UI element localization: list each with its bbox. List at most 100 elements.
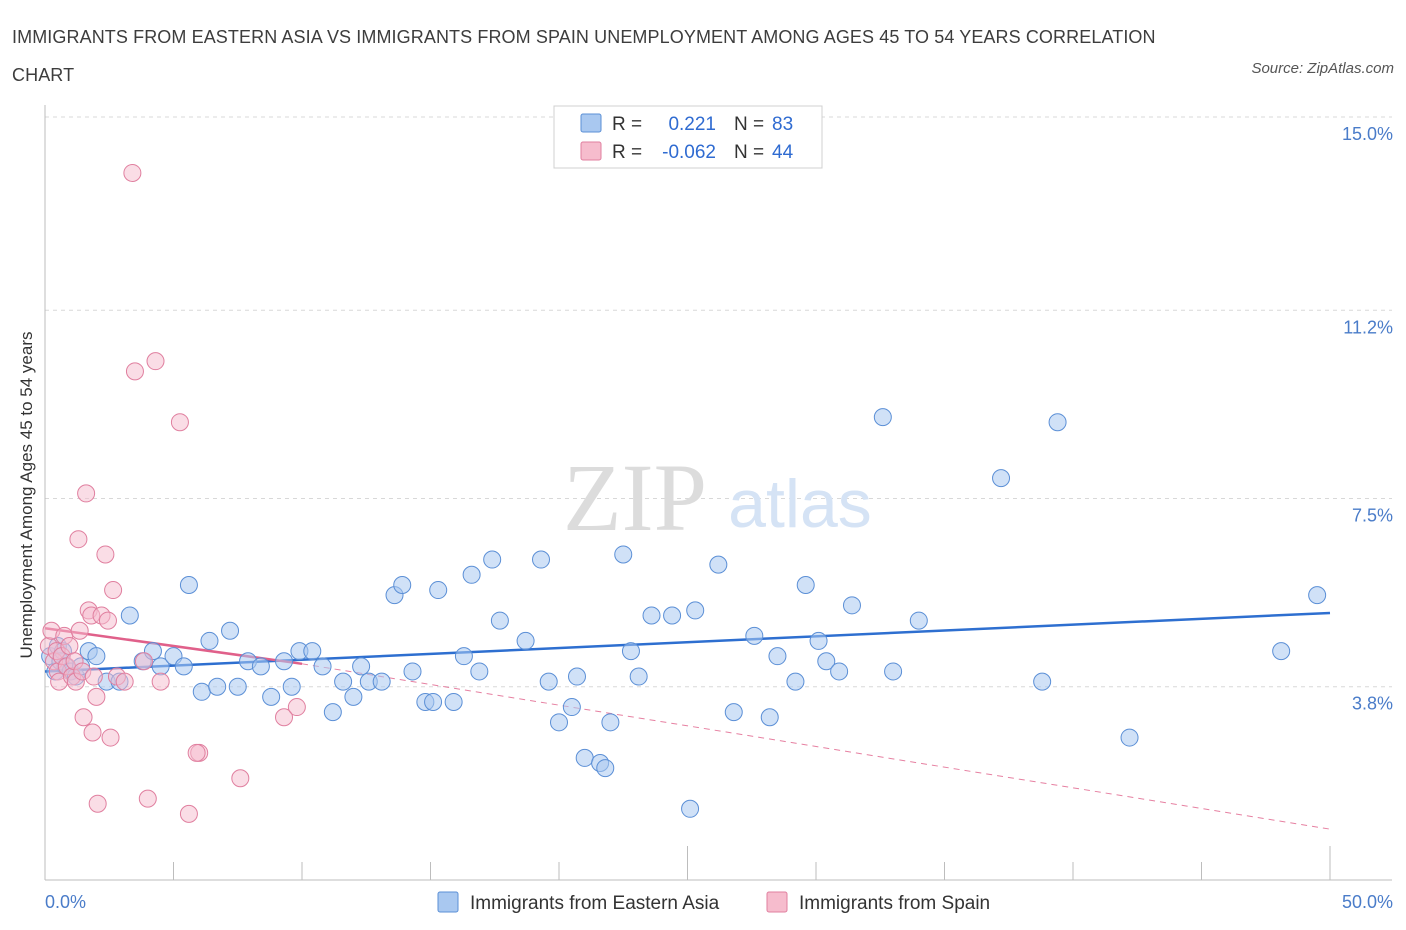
point-eastern-asia: [562, 698, 581, 717]
point-eastern-asia: [221, 621, 240, 640]
legend-n-value-2: 44: [772, 142, 794, 163]
point-eastern-asia: [174, 657, 193, 676]
point-eastern-asia: [251, 657, 270, 676]
legend-swatch-pink: [580, 141, 602, 161]
legend-r-value-1: 0.221: [668, 114, 716, 135]
point-spain: [123, 163, 142, 182]
point-spain: [60, 637, 79, 656]
point-spain: [138, 789, 157, 808]
x-tick-label-max: 50.0%: [1342, 892, 1393, 912]
point-eastern-asia: [686, 601, 705, 620]
bottom-legend-label-blue: Immigrants from Eastern Asia: [470, 893, 720, 914]
legend-n-label-1: N =: [734, 114, 764, 135]
point-eastern-asia: [1120, 728, 1139, 747]
point-eastern-asia: [909, 611, 928, 630]
point-eastern-asia: [884, 662, 903, 681]
point-eastern-asia: [208, 677, 227, 696]
x-tick-label-min: 0.0%: [45, 892, 86, 912]
tick-labels: 3.8% 7.5% 11.2% 15.0% 0.0% 50.0%: [45, 124, 1393, 912]
point-eastern-asia: [539, 672, 558, 691]
point-eastern-asia: [663, 606, 682, 625]
point-spain: [187, 743, 206, 762]
point-spain: [170, 413, 189, 432]
y-tick-label: 7.5%: [1352, 506, 1393, 526]
point-eastern-asia: [429, 581, 448, 600]
point-eastern-asia: [745, 626, 764, 645]
point-eastern-asia: [454, 647, 473, 666]
y-tick-label: 11.2%: [1343, 317, 1393, 337]
point-eastern-asia: [323, 703, 342, 722]
trend-line-eastern-asia: [44, 611, 1331, 673]
point-eastern-asia: [444, 692, 463, 711]
point-spain: [77, 484, 96, 503]
legend-swatch-blue: [580, 113, 602, 133]
point-eastern-asia: [192, 682, 211, 701]
point-spain: [146, 352, 165, 371]
point-spain: [104, 581, 123, 600]
point-eastern-asia: [830, 662, 849, 681]
point-eastern-asia: [629, 667, 648, 686]
point-eastern-asia: [1308, 586, 1327, 605]
point-eastern-asia: [681, 799, 700, 818]
point-eastern-asia: [532, 550, 551, 569]
point-eastern-asia: [809, 631, 828, 650]
point-spain: [231, 769, 250, 788]
point-eastern-asia: [873, 408, 892, 427]
point-spain: [84, 667, 103, 686]
point-eastern-asia: [1048, 413, 1067, 432]
point-eastern-asia: [786, 672, 805, 691]
point-eastern-asia: [275, 652, 294, 671]
point-eastern-asia: [621, 642, 640, 661]
point-eastern-asia: [575, 748, 594, 767]
point-eastern-asia: [393, 575, 412, 594]
bottom-legend-swatch-pink: [766, 891, 788, 913]
point-spain: [69, 530, 88, 549]
y-axis-title: Unemployment Among Ages 45 to 54 years: [17, 332, 36, 659]
point-eastern-asia: [768, 647, 787, 666]
point-eastern-asia: [313, 657, 332, 676]
legend-r-value-2: -0.062: [662, 142, 716, 163]
point-eastern-asia: [1033, 672, 1052, 691]
point-eastern-asia: [490, 611, 509, 630]
point-spain: [134, 652, 153, 671]
point-spain: [115, 672, 134, 691]
gridlines: [45, 116, 1392, 688]
point-eastern-asia: [200, 631, 219, 650]
y-tick-label: 15.0%: [1342, 124, 1393, 144]
point-eastern-asia: [120, 606, 139, 625]
point-eastern-asia: [842, 596, 861, 615]
point-eastern-asia: [87, 647, 106, 666]
point-spain: [98, 611, 117, 630]
point-eastern-asia: [372, 672, 391, 691]
point-eastern-asia: [724, 703, 743, 722]
point-spain: [87, 687, 106, 706]
point-eastern-asia: [352, 657, 371, 676]
source-credit: Source: ZipAtlas.com: [1251, 60, 1394, 77]
watermark-atlas: atlas: [728, 466, 872, 542]
point-eastern-asia: [709, 555, 728, 574]
point-eastern-asia: [601, 713, 620, 732]
bottom-legend: Immigrants from Eastern Asia Immigrants …: [437, 891, 990, 914]
point-eastern-asia: [462, 565, 481, 584]
bottom-legend-label-pink: Immigrants from Spain: [799, 893, 990, 914]
legend-r-label-1: R =: [612, 114, 642, 135]
point-eastern-asia: [796, 575, 815, 594]
point-eastern-asia: [614, 545, 633, 564]
point-eastern-asia: [403, 662, 422, 681]
point-eastern-asia: [817, 652, 836, 671]
point-eastern-asia: [424, 692, 443, 711]
point-eastern-asia: [567, 667, 586, 686]
point-eastern-asia: [228, 677, 247, 696]
point-spain: [275, 708, 294, 727]
point-spain: [151, 672, 170, 691]
point-spain: [179, 804, 198, 823]
point-eastern-asia: [303, 642, 322, 661]
point-spain: [83, 723, 102, 742]
legend-n-label-2: N =: [734, 142, 764, 163]
trend-lines: [44, 611, 1331, 830]
point-eastern-asia: [334, 672, 353, 691]
point-eastern-asia: [470, 662, 489, 681]
data-points: [39, 163, 1327, 823]
legend-r-label-2: R =: [612, 142, 642, 163]
